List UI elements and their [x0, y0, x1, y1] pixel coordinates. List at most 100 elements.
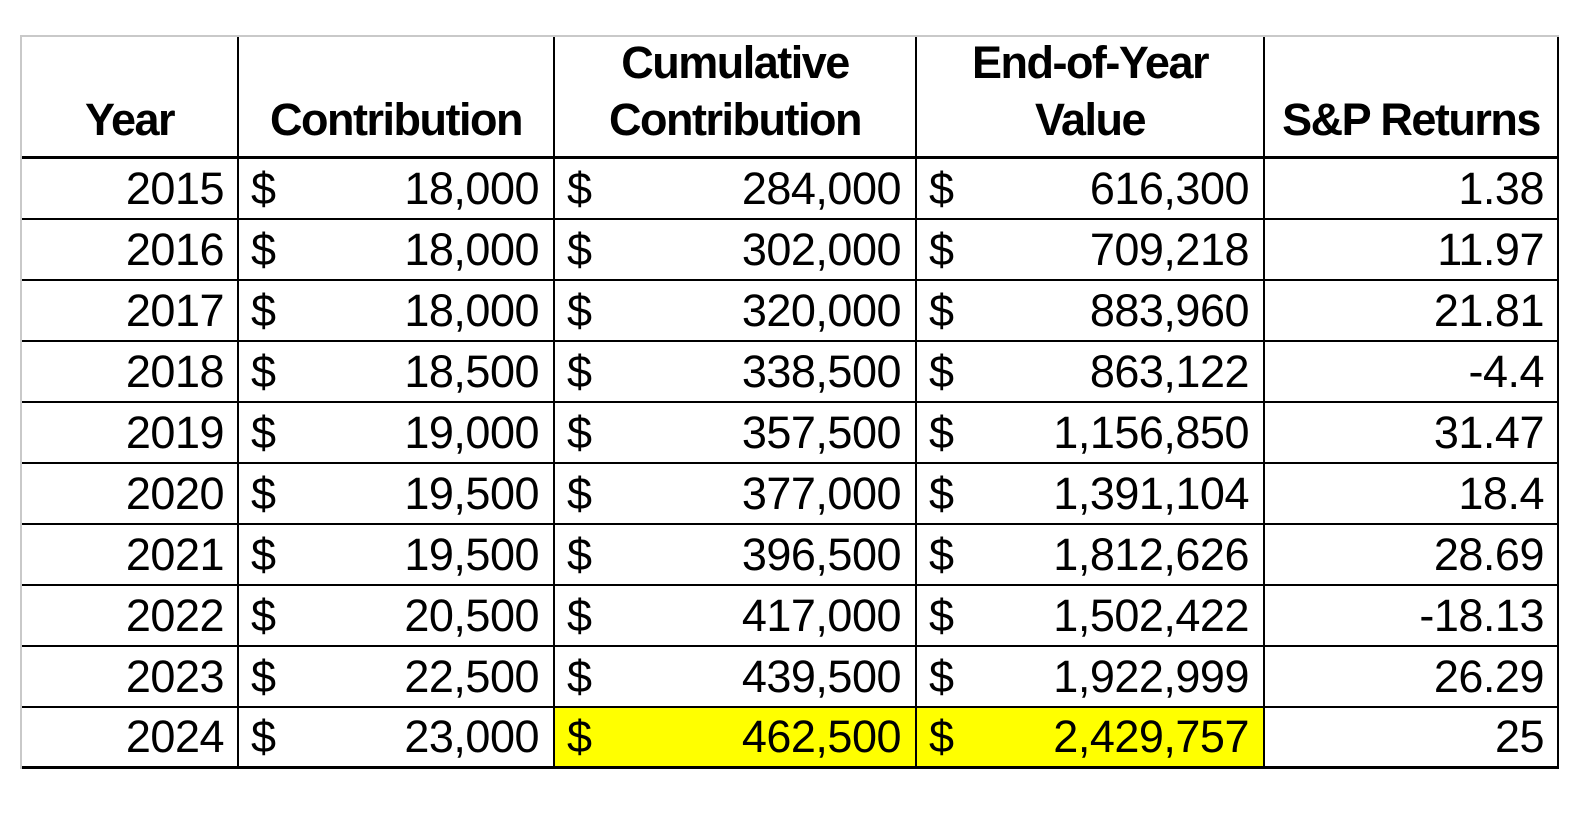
- sp-returns-cell[interactable]: -18.13: [1265, 586, 1559, 647]
- contribution-value: 18,500: [404, 345, 539, 397]
- header-cumulative-line2: Contribution: [609, 94, 862, 145]
- cumulative-contribution-cell[interactable]: $377,000: [555, 464, 917, 525]
- dollar-sign: $: [567, 345, 592, 397]
- sp-returns-cell[interactable]: 11.97: [1265, 220, 1559, 281]
- contribution-value: 18,000: [404, 162, 539, 214]
- sp-returns-cell[interactable]: -4.4: [1265, 342, 1559, 403]
- cumulative-contribution-cell-highlighted[interactable]: $462,500: [555, 708, 917, 769]
- end-of-year-value: 1,391,104: [1053, 467, 1249, 519]
- dollar-sign: $: [929, 345, 954, 397]
- year-value: 2018: [125, 345, 225, 397]
- sp-returns-value: 25: [1494, 711, 1545, 762]
- year-cell[interactable]: 2019: [22, 403, 239, 464]
- end-of-year-value-cell[interactable]: $709,218: [917, 220, 1265, 281]
- contribution-value: 18,000: [404, 284, 539, 336]
- header-contribution[interactable]: Contribution: [239, 37, 555, 159]
- dollar-sign: $: [567, 162, 592, 214]
- end-of-year-value-cell[interactable]: $616,300: [917, 159, 1265, 220]
- end-of-year-value: 883,960: [1089, 284, 1250, 336]
- end-of-year-value-cell[interactable]: $1,812,626: [917, 525, 1265, 586]
- year-cell[interactable]: 2017: [22, 281, 239, 342]
- sp-returns-value: 31.47: [1433, 406, 1545, 458]
- sp-returns-value: 1.38: [1458, 162, 1544, 214]
- dollar-sign: $: [929, 223, 954, 275]
- end-of-year-value-cell-highlighted[interactable]: $2,429,757: [917, 708, 1265, 769]
- dollar-sign: $: [251, 711, 276, 762]
- dollar-sign: $: [567, 650, 592, 702]
- dollar-sign: $: [251, 528, 276, 580]
- header-cumulative-contribution[interactable]: Cumulative Contribution: [555, 37, 917, 159]
- year-cell[interactable]: 2015: [22, 159, 239, 220]
- year-cell[interactable]: 2021: [22, 525, 239, 586]
- year-cell[interactable]: 2024: [22, 708, 239, 769]
- header-end-of-year-value[interactable]: End-of-Year Value: [917, 37, 1265, 159]
- sp-returns-value: 26.29: [1433, 650, 1545, 702]
- dollar-sign: $: [251, 467, 276, 519]
- year-value: 2021: [125, 528, 225, 580]
- header-year[interactable]: Year: [22, 37, 239, 159]
- dollar-sign: $: [929, 650, 954, 702]
- end-of-year-value-cell[interactable]: $1,502,422: [917, 586, 1265, 647]
- sp-returns-cell[interactable]: 28.69: [1265, 525, 1559, 586]
- contribution-cell[interactable]: $20,500: [239, 586, 555, 647]
- cumulative-contribution-cell[interactable]: $417,000: [555, 586, 917, 647]
- cumulative-contribution-value: 439,500: [741, 650, 902, 702]
- contribution-cell[interactable]: $18,000: [239, 159, 555, 220]
- dollar-sign: $: [567, 406, 592, 458]
- sp-returns-cell[interactable]: 26.29: [1265, 647, 1559, 708]
- end-of-year-value-cell[interactable]: $883,960: [917, 281, 1265, 342]
- contribution-value: 22,500: [404, 650, 539, 702]
- year-cell[interactable]: 2018: [22, 342, 239, 403]
- contribution-cell[interactable]: $18,000: [239, 281, 555, 342]
- contribution-cell[interactable]: $22,500: [239, 647, 555, 708]
- contribution-cell[interactable]: $19,500: [239, 464, 555, 525]
- year-value: 2015: [125, 162, 225, 214]
- contribution-cell[interactable]: $19,000: [239, 403, 555, 464]
- dollar-sign: $: [929, 589, 954, 641]
- dollar-sign: $: [251, 162, 276, 214]
- end-of-year-value-cell[interactable]: $1,922,999: [917, 647, 1265, 708]
- cumulative-contribution-cell[interactable]: $284,000: [555, 159, 917, 220]
- dollar-sign: $: [929, 467, 954, 519]
- end-of-year-value: 616,300: [1089, 162, 1250, 214]
- year-cell[interactable]: 2022: [22, 586, 239, 647]
- end-of-year-value-cell[interactable]: $1,156,850: [917, 403, 1265, 464]
- end-of-year-value-cell[interactable]: $1,391,104: [917, 464, 1265, 525]
- contribution-cell[interactable]: $18,500: [239, 342, 555, 403]
- dollar-sign: $: [251, 223, 276, 275]
- cumulative-contribution-cell[interactable]: $357,500: [555, 403, 917, 464]
- year-cell[interactable]: 2016: [22, 220, 239, 281]
- cumulative-contribution-cell[interactable]: $439,500: [555, 647, 917, 708]
- end-of-year-value: 1,502,422: [1053, 589, 1249, 641]
- sp-returns-cell[interactable]: 21.81: [1265, 281, 1559, 342]
- dollar-sign: $: [929, 406, 954, 458]
- year-value: 2023: [125, 650, 225, 702]
- year-cell[interactable]: 2023: [22, 647, 239, 708]
- header-sp-returns[interactable]: S&P Returns: [1265, 37, 1559, 159]
- cumulative-contribution-cell[interactable]: $320,000: [555, 281, 917, 342]
- cumulative-contribution-cell[interactable]: $338,500: [555, 342, 917, 403]
- cumulative-contribution-cell[interactable]: $302,000: [555, 220, 917, 281]
- dollar-sign: $: [251, 284, 276, 336]
- year-value: 2020: [125, 467, 225, 519]
- sp-returns-value: -18.13: [1419, 589, 1544, 641]
- cumulative-contribution-cell[interactable]: $396,500: [555, 525, 917, 586]
- header-cumulative-line1: Cumulative: [621, 37, 850, 88]
- end-of-year-value-cell[interactable]: $863,122: [917, 342, 1265, 403]
- dollar-sign: $: [567, 284, 592, 336]
- contribution-cell[interactable]: $18,000: [239, 220, 555, 281]
- dollar-sign: $: [567, 528, 592, 580]
- year-cell[interactable]: 2020: [22, 464, 239, 525]
- end-of-year-value: 709,218: [1089, 223, 1250, 275]
- dollar-sign: $: [251, 650, 276, 702]
- contribution-cell[interactable]: $23,000: [239, 708, 555, 769]
- sp-returns-cell[interactable]: 25: [1265, 708, 1559, 769]
- contribution-cell[interactable]: $19,500: [239, 525, 555, 586]
- sp-returns-value: 21.81: [1433, 284, 1545, 336]
- sp-returns-value: -4.4: [1468, 345, 1544, 397]
- sp-returns-cell[interactable]: 31.47: [1265, 403, 1559, 464]
- sp-returns-cell[interactable]: 1.38: [1265, 159, 1559, 220]
- header-eoy-line1: End-of-Year: [971, 37, 1210, 88]
- sp-returns-cell[interactable]: 18.4: [1265, 464, 1559, 525]
- cumulative-contribution-value: 462,500: [741, 711, 902, 762]
